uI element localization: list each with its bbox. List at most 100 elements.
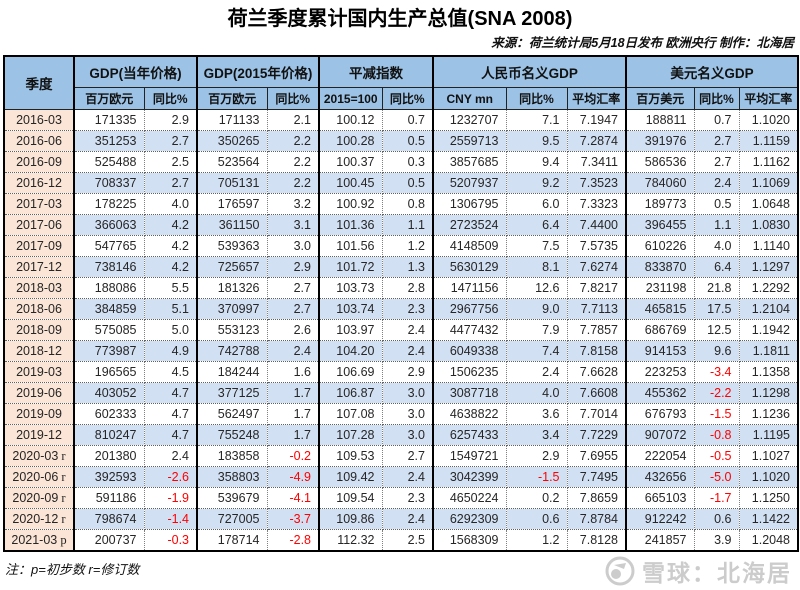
value-cell: 7.1 [506,109,568,131]
value-cell: 7.7229 [567,424,627,446]
table-row: 2016-09 525488 2.5 523564 2.2 100.37 0.3 385768… [4,151,799,173]
value-cell: 4.7 [144,424,198,446]
quarter-cell: 2019-06 [4,382,75,404]
value-cell: 188086 [73,277,145,299]
value-cell: 222054 [625,445,695,467]
value-cell: 591186 [73,487,145,509]
col-deflator-yoy: 同比% [381,87,434,110]
value-cell: 7.8217 [567,277,627,299]
value-cell: 7.2874 [567,130,627,152]
value-cell: 109.86 [318,508,383,530]
value-cell: 7.4400 [567,214,627,236]
value-cell: 103.97 [318,319,383,341]
value-cell: 7.5 [506,235,568,257]
value-cell: 101.72 [318,256,383,278]
table-row: 2017-03 178225 4.0 176597 3.2 100.92 0.8 130679… [4,193,799,215]
value-cell: 176597 [196,193,268,215]
value-cell: 525488 [73,151,145,173]
value-cell: 3087718 [432,382,507,404]
value-cell: 4.7 [144,403,198,425]
value-cell: 3.0 [382,403,434,425]
value-cell: 1.1159 [739,130,799,152]
value-cell: 6.0 [506,193,568,215]
value-cell: 4477432 [432,319,507,341]
value-cell: 189773 [625,193,695,215]
value-cell: 1.1162 [739,151,799,173]
value-cell: 12.5 [694,319,740,341]
value-cell: -2.2 [694,382,740,404]
value-cell: 6.4 [506,214,568,236]
revision-flag: r [58,490,66,505]
quarter-cell: 2019-09 [4,403,75,425]
col-cny-rate: 平均汇率 [566,87,627,110]
value-cell: 2.7 [144,172,198,194]
value-cell: 196565 [73,361,145,383]
table-row: 2020-06 r 392593 -2.6 358803 -4.9 109.42 2.4 30… [4,466,799,488]
value-cell: 7.8158 [567,340,627,362]
value-cell: 9.5 [506,130,568,152]
value-cell: 2.2 [267,151,320,173]
value-cell: 3.6 [506,403,568,425]
value-cell: 1.2292 [739,277,799,299]
value-cell: 4.0 [144,193,198,215]
value-cell: 2.4 [267,340,320,362]
value-cell: 2.5 [382,529,434,552]
col-usd-rate: 平均汇率 [738,87,799,110]
quarter-cell: 2020-06 r [4,466,75,488]
value-cell: 7.6955 [567,445,627,467]
value-cell: 396455 [625,214,695,236]
value-cell: 3042399 [432,466,507,488]
value-cell: 2559713 [432,130,507,152]
value-cell: 2.4 [144,445,198,467]
value-cell: 2.7 [267,298,320,320]
value-cell: 112.32 [318,529,383,552]
col-eur2015-yoy: 同比% [266,87,320,110]
value-cell: 2.4 [506,361,568,383]
table-row: 2019-06 403052 4.7 377125 1.7 106.87 3.0 308771… [4,382,799,404]
value-cell: -1.5 [506,466,568,488]
header-sub-row: 百万欧元 同比% 百万欧元 同比% 2015=100 同比% CNY mn 同比… [4,87,799,110]
table-row: 2019-12 810247 4.7 755248 1.7 107.28 3.0 625743… [4,424,799,446]
value-cell: 107.08 [318,403,383,425]
value-cell: 1549721 [432,445,507,467]
value-cell: 100.92 [318,193,383,215]
value-cell: 9.6 [694,340,740,362]
value-cell: -0.2 [267,445,320,467]
value-cell: 1.2048 [739,529,799,552]
value-cell: 2.7 [694,130,740,152]
value-cell: 727005 [196,508,268,530]
value-cell: 539679 [196,487,268,509]
value-cell: 103.73 [318,277,383,299]
value-cell: 1.1250 [739,487,799,509]
value-cell: 200737 [73,529,145,552]
table-row: 2017-06 366063 4.2 361150 3.1 101.36 1.1 272352… [4,214,799,236]
value-cell: 0.5 [382,172,434,194]
value-cell: 755248 [196,424,268,446]
value-cell: 2.6 [267,319,320,341]
value-cell: 1568309 [432,529,507,552]
value-cell: 455362 [625,382,695,404]
value-cell: 833870 [625,256,695,278]
value-cell: 0.3 [382,151,434,173]
value-cell: 4.0 [694,235,740,257]
value-cell: 0.2 [506,487,568,509]
value-cell: 465815 [625,298,695,320]
value-cell: 223253 [625,361,695,383]
quarter-cell: 2019-12 [4,424,75,446]
value-cell: 4.2 [144,214,198,236]
value-cell: 181326 [196,277,268,299]
value-cell: 773987 [73,340,145,362]
value-cell: 2.7 [267,277,320,299]
value-cell: 6049338 [432,340,507,362]
table-row: 2016-03 171335 2.9 171133 2.1 100.12 0.7 123270… [4,109,799,131]
value-cell: 0.5 [694,193,740,215]
value-cell: 2.2 [267,130,320,152]
page-title: 荷兰季度累计国内生产总值(SNA 2008) [227,8,573,30]
value-cell: 7.6274 [567,256,627,278]
table-row: 2019-09 602333 4.7 562497 1.7 107.08 3.0 463882… [4,403,799,425]
table-row: 2016-06 351253 2.7 350265 2.2 100.28 0.5 255971… [4,130,799,152]
value-cell: 9.4 [506,151,568,173]
value-cell: 1306795 [432,193,507,215]
table-row: 2017-12 738146 4.2 725657 2.9 101.72 1.3 563012… [4,256,799,278]
table-row: 2018-09 575085 5.0 553123 2.6 103.97 2.4 447743… [4,319,799,341]
